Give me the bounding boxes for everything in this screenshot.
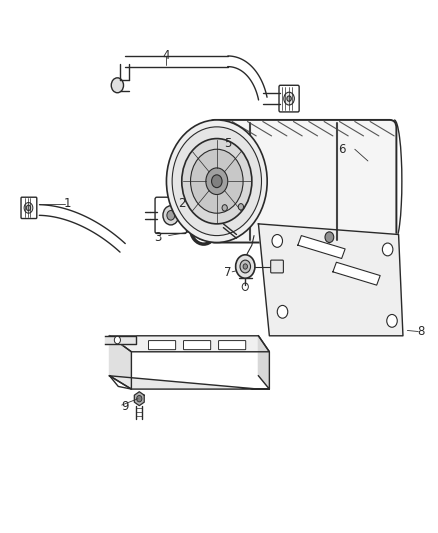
FancyBboxPatch shape bbox=[184, 341, 211, 350]
Text: 3: 3 bbox=[154, 231, 161, 244]
Circle shape bbox=[242, 283, 248, 290]
Circle shape bbox=[26, 205, 31, 211]
Polygon shape bbox=[298, 236, 345, 259]
FancyBboxPatch shape bbox=[21, 197, 37, 219]
Polygon shape bbox=[258, 336, 269, 389]
Circle shape bbox=[287, 96, 291, 101]
Circle shape bbox=[182, 139, 252, 224]
FancyBboxPatch shape bbox=[148, 341, 176, 350]
Circle shape bbox=[284, 92, 294, 105]
Circle shape bbox=[272, 235, 283, 247]
FancyBboxPatch shape bbox=[271, 260, 283, 273]
Circle shape bbox=[166, 120, 267, 243]
Circle shape bbox=[163, 206, 179, 225]
Circle shape bbox=[238, 204, 244, 210]
Circle shape bbox=[206, 168, 228, 195]
FancyBboxPatch shape bbox=[279, 85, 299, 112]
Text: 8: 8 bbox=[417, 325, 424, 338]
Text: 7: 7 bbox=[224, 266, 232, 279]
FancyBboxPatch shape bbox=[208, 120, 396, 243]
Circle shape bbox=[240, 260, 251, 273]
Circle shape bbox=[236, 255, 255, 278]
Text: 9: 9 bbox=[121, 400, 129, 413]
Circle shape bbox=[172, 127, 261, 236]
Circle shape bbox=[137, 395, 142, 402]
Text: 4: 4 bbox=[162, 50, 170, 62]
Polygon shape bbox=[134, 392, 144, 406]
Circle shape bbox=[277, 305, 288, 318]
Circle shape bbox=[114, 336, 120, 344]
Circle shape bbox=[167, 211, 175, 220]
Circle shape bbox=[243, 264, 247, 269]
Circle shape bbox=[387, 314, 397, 327]
Polygon shape bbox=[110, 336, 269, 352]
FancyBboxPatch shape bbox=[155, 197, 187, 233]
Polygon shape bbox=[105, 336, 136, 344]
Text: 5: 5 bbox=[224, 138, 231, 150]
Circle shape bbox=[24, 203, 33, 213]
Text: 1: 1 bbox=[64, 197, 72, 210]
Polygon shape bbox=[220, 127, 231, 142]
Polygon shape bbox=[333, 262, 380, 285]
Circle shape bbox=[223, 131, 229, 138]
Polygon shape bbox=[110, 336, 131, 389]
Text: 2: 2 bbox=[178, 197, 186, 210]
Circle shape bbox=[222, 205, 227, 211]
Circle shape bbox=[382, 243, 393, 256]
Circle shape bbox=[191, 149, 243, 213]
Circle shape bbox=[212, 175, 222, 188]
FancyBboxPatch shape bbox=[219, 341, 246, 350]
Text: 6: 6 bbox=[338, 143, 346, 156]
Polygon shape bbox=[110, 376, 269, 389]
Polygon shape bbox=[258, 224, 403, 336]
Circle shape bbox=[325, 232, 334, 243]
Circle shape bbox=[111, 78, 124, 93]
